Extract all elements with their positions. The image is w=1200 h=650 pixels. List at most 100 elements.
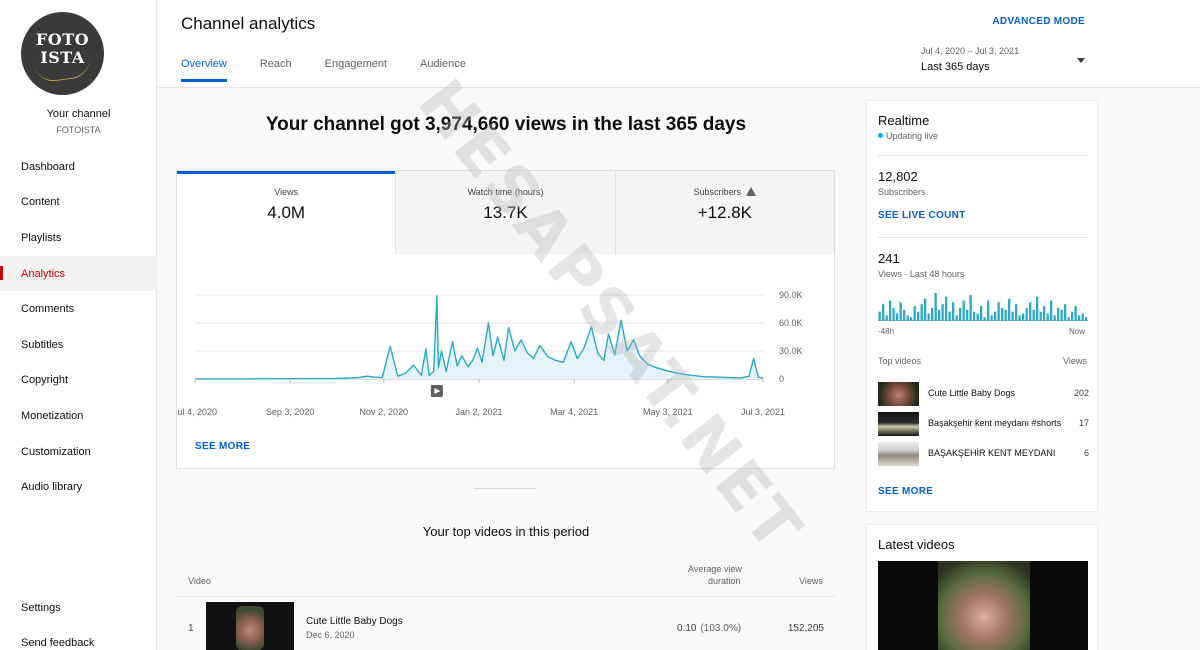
views-line-chart[interactable]: 90.0K 60.0K 30.0K 0 Jul 4, 2020 Sep 3, 2020 No… [177, 271, 834, 431]
col-header-views[interactable]: Views [799, 576, 823, 586]
see-live-count-link[interactable]: SEE LIVE COUNT [878, 210, 966, 221]
spark-bar [892, 307, 895, 321]
x-tick-label: Jan 2, 2021 [455, 407, 502, 417]
sidebar-item-label: Settings [21, 601, 61, 614]
tab-reach[interactable]: Reach [259, 58, 292, 70]
spark-bar [910, 317, 913, 321]
thumbnail-image [938, 561, 1030, 650]
video-title: Başakşehir kent meydanı #shorts [928, 418, 1062, 428]
video-title[interactable]: Cute Little Baby Dogs [306, 616, 403, 627]
warning-icon[interactable] [746, 187, 757, 196]
spark-bar [952, 302, 955, 321]
spark-bar [899, 302, 902, 321]
spark-bar [945, 296, 948, 321]
logo-line-2: ISTA [40, 48, 85, 67]
spark-bar [973, 311, 976, 321]
sidebar-item-subtitles[interactable]: Subtitles [0, 327, 157, 363]
live-dot-icon [878, 133, 883, 138]
metric-tab-watch-time[interactable]: Watch time (hours) 13.7K [396, 171, 616, 254]
spark-bar [997, 302, 1000, 321]
tab-audience[interactable]: Audience [420, 58, 466, 70]
spark-bar [1029, 302, 1032, 321]
spark-bar [966, 309, 969, 321]
sidebar-item-dashboard[interactable]: Dashboard [0, 149, 157, 185]
spark-bar [1015, 304, 1018, 321]
spark-bar [941, 304, 944, 321]
realtime-video-row[interactable]: Cute Little Baby Dogs 202 [878, 382, 1089, 406]
latest-videos-title: Latest videos [878, 537, 955, 552]
spark-start-label: -48h [878, 327, 895, 336]
spark-bar [1074, 306, 1077, 321]
spark-bar [938, 309, 941, 321]
metric-tabs: Views 4.0M Watch time (hours) 13.7K Subs… [177, 171, 834, 254]
spark-bar [917, 311, 920, 321]
date-range-picker[interactable]: Jul 4, 2020 – Jul 3, 2021 Last 365 days [921, 46, 1019, 73]
col-header-video: Video [188, 576, 211, 586]
your-channel-label: Your channel [46, 108, 111, 120]
tab-overview[interactable]: Overview [181, 58, 227, 82]
spark-bar [1078, 315, 1081, 321]
spark-bar [948, 311, 951, 321]
realtime-video-row[interactable]: Başakşehir kent meydanı #shorts 17 [878, 412, 1089, 436]
spark-bar [913, 306, 916, 321]
advanced-mode-button[interactable]: ADVANCED MODE [992, 16, 1085, 27]
spark-bar [1039, 311, 1042, 321]
realtime-views-value: 241 [878, 251, 900, 266]
realtime-video-row[interactable]: BAŞAKŞEHİR KENT MEYDANI 6 [878, 442, 1089, 466]
metric-label: Views [274, 187, 299, 197]
metric-tab-subscribers[interactable]: Subscribers +12.8K [615, 171, 834, 254]
metric-tab-views[interactable]: Views 4.0M [177, 171, 397, 254]
views-series-line [195, 295, 764, 380]
play-icon[interactable] [430, 385, 443, 397]
spark-bar [987, 300, 990, 321]
channel-name: FOTOISTA [56, 125, 101, 135]
see-more-link[interactable]: SEE MORE [195, 441, 251, 452]
sidebar-item-monetization[interactable]: Monetization [0, 398, 157, 434]
top-videos-views-col: Views [1063, 356, 1087, 366]
x-tick-label: Nov 2, 2020 [360, 407, 409, 417]
spark-bar [1046, 313, 1049, 321]
page-title: Channel analytics [181, 14, 316, 33]
spark-bar [1001, 307, 1004, 321]
sidebar-item-label: Audio library [21, 481, 83, 494]
channel-avatar[interactable]: FOTO ISTA [21, 12, 104, 95]
sidebar-item-audio-library[interactable]: Audio library [0, 469, 157, 505]
sidebar-item-playlists[interactable]: Playlists [0, 220, 157, 256]
spark-bar [1053, 315, 1056, 321]
spark-end-label: Now [1069, 327, 1086, 336]
spark-bar [976, 313, 979, 321]
sidebar-item-comments[interactable]: Comments [0, 291, 157, 327]
video-thumbnail[interactable] [206, 602, 294, 650]
spark-bar [889, 300, 892, 321]
sidebar-item-settings[interactable]: Settings [0, 590, 157, 625]
sidebar-item-label: Customization [21, 445, 91, 458]
realtime-title: Realtime [878, 113, 930, 128]
spark-bar [1057, 307, 1060, 321]
spark-bar [1043, 306, 1046, 321]
sidebar-item-send-feedback[interactable]: Send feedback [0, 625, 157, 650]
metric-label: Subscribers [693, 187, 742, 197]
latest-video-thumbnail[interactable] [878, 561, 1088, 650]
views-headline: Your channel got 3,974,660 views in the … [265, 114, 747, 135]
spark-bar [906, 315, 909, 321]
spark-bar [969, 294, 972, 321]
spark-bar [994, 311, 997, 321]
spark-bar [896, 313, 899, 321]
sidebar-item-label: Monetization [21, 409, 84, 422]
sidebar-item-analytics[interactable]: Analytics [0, 255, 157, 292]
realtime-subscribers-label: Subscribers [878, 187, 926, 197]
date-range-period: Last 365 days [921, 61, 990, 73]
row-rank: 1 [188, 623, 194, 634]
sidebar-item-content[interactable]: Content [0, 185, 157, 221]
sidebar-item-customization[interactable]: Customization [0, 434, 157, 470]
realtime-see-more-link[interactable]: SEE MORE [878, 486, 934, 497]
logo-line-1: FOTO [35, 30, 90, 49]
video-title: BAŞAKŞEHİR KENT MEYDANI [928, 448, 1056, 458]
spark-bar [1064, 304, 1067, 321]
tab-engagement[interactable]: Engagement [324, 58, 388, 70]
chevron-down-icon[interactable] [1077, 58, 1085, 63]
spark-bar [924, 298, 927, 321]
realtime-views-sparkline[interactable] [878, 291, 1088, 321]
video-views: 202 [1073, 388, 1089, 398]
sidebar-item-copyright[interactable]: Copyright [0, 363, 157, 399]
